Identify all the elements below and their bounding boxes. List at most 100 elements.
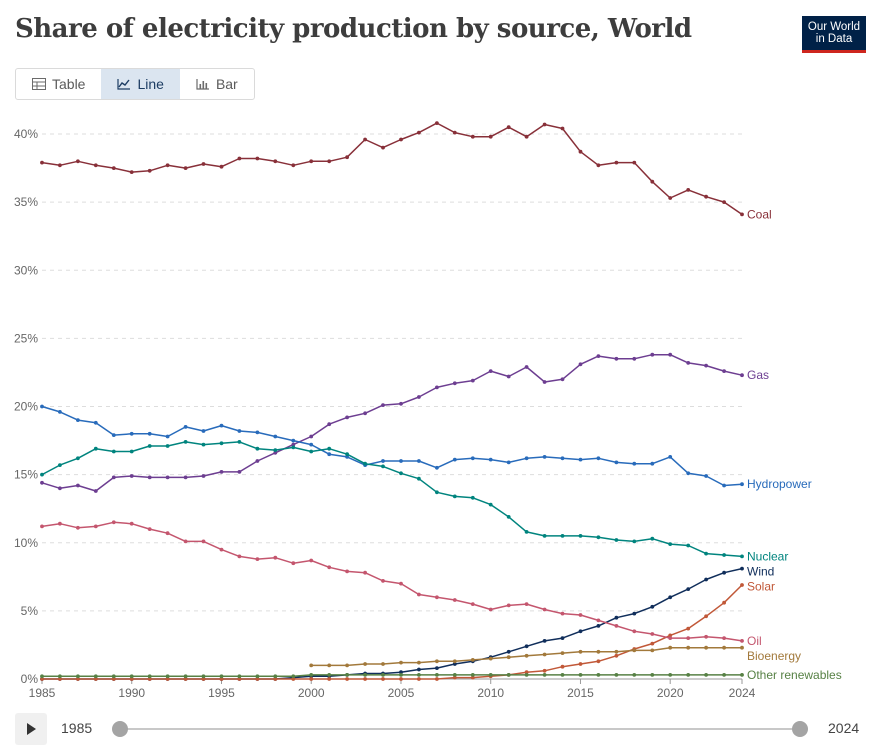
data-point bbox=[704, 634, 708, 639]
data-point bbox=[632, 461, 637, 466]
data-point bbox=[578, 457, 583, 462]
data-point bbox=[327, 565, 332, 570]
data-point bbox=[524, 670, 529, 675]
data-point bbox=[327, 663, 332, 668]
data-point bbox=[399, 670, 403, 675]
data-point bbox=[722, 553, 726, 557]
x-tick-label: 2005 bbox=[388, 686, 415, 700]
data-point bbox=[399, 673, 403, 677]
data-point bbox=[632, 160, 637, 165]
tab-bar[interactable]: Bar bbox=[180, 69, 254, 99]
timeline-end-handle[interactable] bbox=[792, 721, 808, 737]
data-point bbox=[470, 134, 475, 139]
data-point bbox=[560, 456, 565, 461]
data-point bbox=[740, 645, 744, 650]
data-point bbox=[273, 434, 278, 439]
data-point bbox=[40, 677, 44, 681]
data-point bbox=[506, 649, 511, 654]
data-point bbox=[111, 520, 116, 525]
data-point bbox=[417, 395, 421, 399]
data-point bbox=[381, 464, 385, 469]
data-point bbox=[614, 160, 619, 165]
data-point bbox=[76, 483, 80, 488]
data-point bbox=[381, 677, 385, 681]
chart-title: Share of electricity production by sourc… bbox=[15, 14, 692, 44]
data-point bbox=[381, 459, 385, 463]
series-nuclear bbox=[40, 440, 744, 559]
data-point bbox=[632, 629, 637, 634]
data-point bbox=[76, 159, 80, 164]
data-point bbox=[614, 356, 619, 361]
data-point bbox=[363, 677, 367, 681]
timeline-start-handle[interactable] bbox=[112, 721, 128, 737]
data-point bbox=[722, 645, 726, 650]
data-point bbox=[309, 449, 314, 454]
data-point bbox=[560, 534, 565, 538]
data-point bbox=[363, 137, 367, 142]
series-label: Other renewables bbox=[747, 668, 842, 682]
data-point bbox=[704, 645, 708, 650]
tab-line[interactable]: Line bbox=[101, 69, 180, 99]
data-point bbox=[291, 445, 296, 450]
data-point bbox=[452, 130, 457, 135]
data-point bbox=[363, 662, 367, 666]
data-point bbox=[506, 515, 511, 519]
data-point bbox=[560, 611, 565, 616]
series-line bbox=[41, 405, 743, 487]
data-point bbox=[614, 653, 619, 658]
data-point bbox=[542, 122, 547, 127]
data-point bbox=[632, 356, 637, 361]
data-point bbox=[686, 361, 691, 365]
data-point bbox=[147, 527, 152, 531]
play-button[interactable] bbox=[15, 713, 47, 745]
series-label: Gas bbox=[747, 368, 769, 382]
data-point bbox=[524, 530, 529, 534]
data-point bbox=[93, 420, 98, 425]
data-point bbox=[147, 444, 152, 448]
data-point bbox=[183, 674, 188, 679]
data-point bbox=[111, 166, 116, 170]
timeline-track[interactable] bbox=[120, 728, 800, 730]
timeline-end-label: 2024 bbox=[828, 720, 860, 736]
data-point bbox=[560, 664, 565, 669]
data-point bbox=[165, 677, 170, 681]
data-point bbox=[435, 121, 439, 125]
data-point bbox=[255, 430, 260, 435]
data-point bbox=[722, 673, 726, 677]
owid-logo[interactable]: Our World in Data bbox=[802, 16, 866, 53]
data-point bbox=[470, 675, 475, 680]
data-point bbox=[399, 471, 403, 476]
logo-line-2: in Data bbox=[815, 33, 853, 45]
data-point bbox=[219, 677, 224, 681]
data-point bbox=[596, 649, 601, 654]
data-point bbox=[740, 554, 744, 559]
data-point bbox=[363, 673, 367, 677]
data-point bbox=[273, 555, 278, 560]
data-point bbox=[452, 598, 457, 602]
data-point bbox=[40, 160, 44, 165]
data-point bbox=[417, 476, 421, 481]
data-point bbox=[596, 618, 601, 623]
x-tick-label: 1995 bbox=[208, 686, 235, 700]
logo-line-1: Our World bbox=[807, 21, 861, 33]
data-point bbox=[327, 446, 332, 451]
data-point bbox=[435, 490, 439, 495]
data-point bbox=[111, 677, 116, 681]
data-point bbox=[417, 677, 421, 681]
series-label: Nuclear bbox=[747, 549, 788, 563]
data-point bbox=[93, 674, 98, 679]
timeline-start-label: 1985 bbox=[61, 720, 93, 736]
data-point bbox=[632, 648, 637, 653]
data-point bbox=[327, 677, 332, 681]
y-tick-label: 30% bbox=[14, 263, 38, 277]
data-point bbox=[219, 674, 224, 679]
data-point bbox=[76, 674, 80, 679]
data-point bbox=[345, 677, 349, 681]
data-point bbox=[435, 659, 439, 664]
data-point bbox=[309, 663, 314, 668]
data-point bbox=[40, 404, 44, 409]
data-point bbox=[578, 649, 583, 654]
data-point bbox=[399, 660, 403, 665]
tab-table[interactable]: Table bbox=[16, 69, 101, 99]
data-point bbox=[58, 486, 62, 491]
